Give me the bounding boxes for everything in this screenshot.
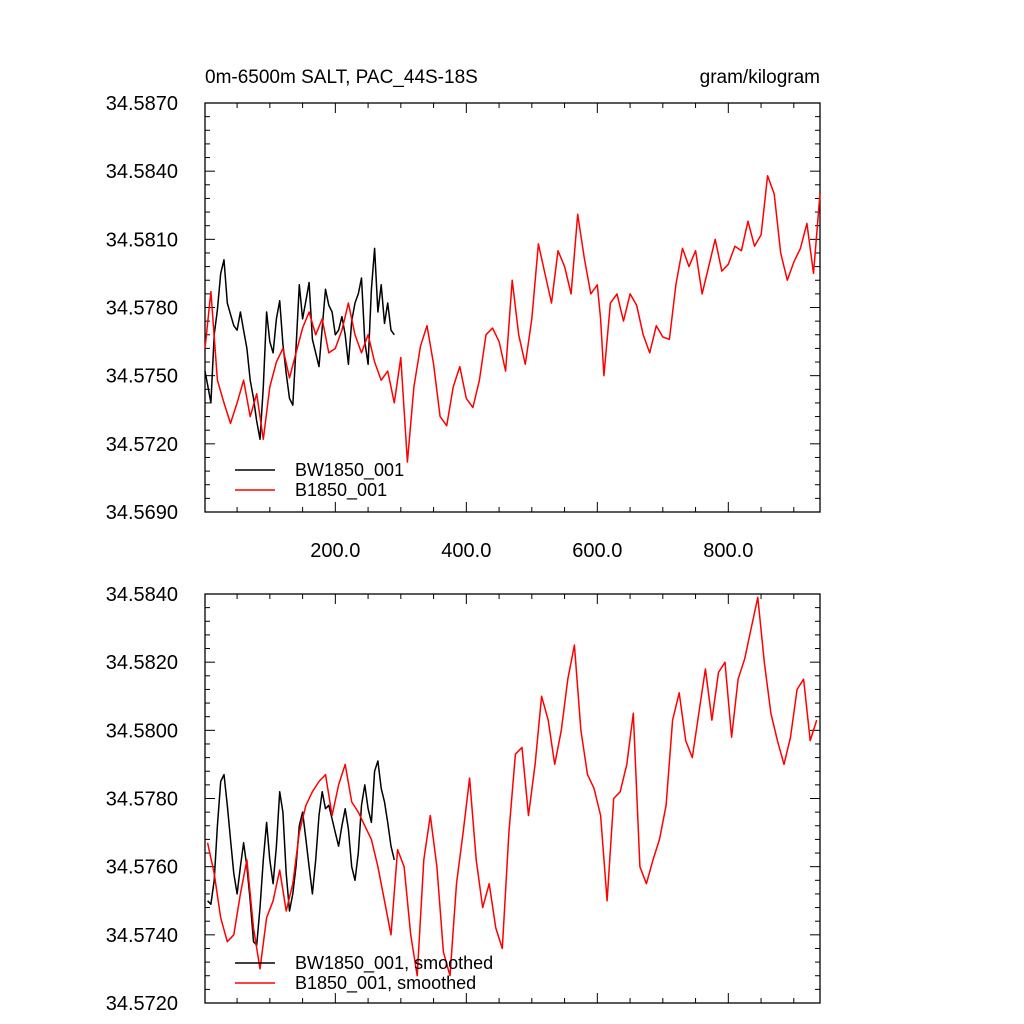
x-tick-label: 200.0	[310, 540, 360, 562]
y-tick-label: 34.5800	[106, 720, 178, 742]
legend-label: B1850_001	[295, 480, 387, 501]
x-tick-label: 600.0	[572, 540, 622, 562]
y-tick-label: 34.5760	[106, 857, 178, 879]
y-tick-label: 34.5840	[106, 161, 178, 183]
x-tick-label: 400.0	[441, 540, 491, 562]
chart-title-left: 0m-6500m SALT, PAC_44S-18S	[205, 67, 478, 88]
y-tick-label: 34.5810	[106, 229, 178, 251]
x-tick-label: 800.0	[703, 540, 753, 562]
y-tick-label: 34.5720	[106, 993, 178, 1015]
y-tick-label: 34.5780	[106, 298, 178, 320]
legend-label: BW1850_001	[295, 460, 404, 481]
y-tick-label: 34.5740	[106, 925, 178, 947]
y-tick-label: 34.5870	[106, 93, 178, 115]
y-tick-label: 34.5840	[106, 584, 178, 606]
y-tick-label: 34.5780	[106, 789, 178, 811]
series-line-0	[205, 248, 394, 439]
legend-label: B1850_001, smoothed	[295, 973, 476, 994]
series-line-0	[208, 761, 395, 945]
y-tick-label: 34.5820	[106, 652, 178, 674]
top-chart: 0m-6500m SALT, PAC_44S-18S gram/kilogram…	[106, 67, 820, 562]
plot-frame	[205, 594, 820, 1003]
bottom-chart: 34.5720 34.5740 34.5760 34.5780 34.5800 34.58…	[106, 584, 820, 1015]
chart-title-right: gram/kilogram	[700, 67, 820, 88]
legend-label: BW1850_001, smoothed	[295, 953, 493, 974]
y-tick-label: 34.5750	[106, 366, 178, 388]
y-tick-label: 34.5720	[106, 434, 178, 456]
plot-frame	[205, 103, 820, 512]
series-line-1	[208, 597, 817, 975]
y-tick-label: 34.5690	[106, 502, 178, 524]
